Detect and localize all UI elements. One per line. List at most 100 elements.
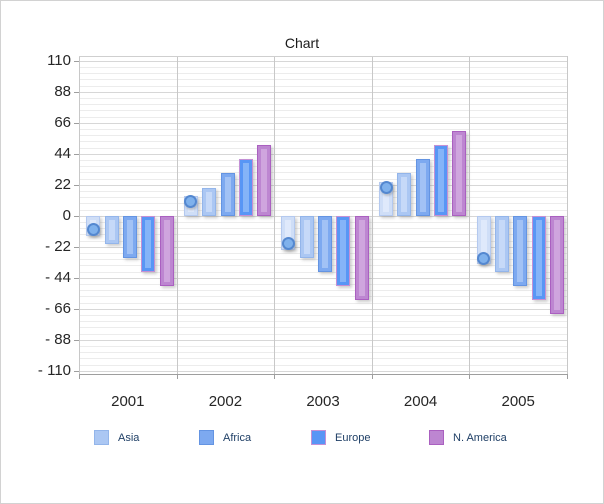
point-marker-2002[interactable]	[184, 195, 198, 209]
x-axis-tick	[176, 374, 178, 379]
bar-africa-2005[interactable]	[513, 215, 528, 287]
bar-highlight	[224, 177, 231, 212]
minor-gridline	[79, 345, 567, 347]
bar-n-america-2005[interactable]	[550, 215, 564, 315]
bar-highlight	[340, 219, 347, 283]
bar-highlight	[285, 219, 292, 246]
bar-n-america-2001[interactable]	[159, 215, 174, 287]
minor-gridline	[79, 296, 567, 298]
minor-gridline	[79, 203, 567, 205]
point-marker-2001[interactable]	[86, 223, 100, 237]
y-axis-tick-label: 88	[54, 82, 71, 100]
bar-asia-2001[interactable]	[104, 215, 119, 244]
bar-highlight	[456, 135, 463, 212]
legend-swatch-asia	[94, 430, 109, 445]
major-gridline	[79, 370, 567, 372]
minor-gridline	[79, 358, 567, 360]
y-axis-tick-label: - 22	[45, 237, 71, 255]
minor-gridline	[79, 110, 567, 112]
major-gridline	[79, 308, 567, 310]
minor-gridline	[79, 327, 567, 329]
bar-highlight	[535, 219, 542, 297]
bar-europe-2004[interactable]	[434, 145, 448, 216]
minor-gridline	[79, 302, 567, 304]
legend-item-europe[interactable]: Europe	[311, 430, 421, 446]
bar-highlight	[322, 219, 329, 269]
point-marker-2004[interactable]	[379, 181, 393, 194]
bar-highlight	[126, 219, 133, 254]
y-axis-tick	[74, 246, 79, 248]
y-axis-tick	[74, 91, 79, 93]
minor-gridline	[79, 116, 567, 118]
legend-swatch-n-america	[429, 430, 444, 445]
minor-gridline	[79, 147, 567, 149]
point-marker-2005[interactable]	[477, 251, 491, 265]
minor-gridline	[79, 73, 567, 75]
bar-africa-2002[interactable]	[220, 173, 235, 216]
bar-highlight	[438, 149, 444, 212]
minor-gridline	[79, 85, 567, 87]
bar-n-america-2003[interactable]	[354, 215, 369, 301]
bar-africa-2001[interactable]	[122, 215, 137, 258]
x-axis-tick-label: 2005	[501, 393, 535, 410]
y-axis-tick-label: 22	[54, 175, 71, 193]
legend-item-africa[interactable]: Africa	[199, 430, 309, 446]
legend-item-asia[interactable]: Asia	[94, 430, 204, 446]
x-axis-tick	[567, 374, 568, 379]
bar-n-america-2002[interactable]	[257, 145, 272, 216]
y-axis-tick-label: 110	[47, 51, 71, 69]
y-axis-tick	[74, 215, 79, 217]
point-marker-2003[interactable]	[281, 237, 295, 251]
y-axis-tick	[74, 277, 79, 279]
minor-gridline	[79, 97, 567, 99]
x-axis-tick-label: 2002	[208, 393, 243, 410]
bar-highlight	[517, 219, 524, 283]
x-axis-tick-label: 2004	[403, 393, 438, 410]
bar-highlight	[206, 191, 213, 212]
category-separator	[176, 56, 178, 374]
legend-label-africa: Africa	[223, 432, 252, 444]
bar-africa-2003[interactable]	[318, 215, 333, 273]
category-separator	[79, 56, 80, 374]
bar-highlight	[261, 149, 268, 212]
x-axis-tick-label: 2001	[111, 393, 145, 410]
minor-gridline	[79, 159, 567, 161]
x-axis-tick	[371, 374, 373, 379]
bar-highlight	[358, 219, 365, 297]
y-axis-tick-label: - 110	[37, 361, 71, 379]
y-axis-tick-label: - 66	[45, 299, 71, 317]
bar-europe-2005[interactable]	[531, 215, 546, 301]
legend-label-europe: Europe	[335, 432, 371, 444]
bar-asia-2004[interactable]	[397, 173, 412, 216]
x-axis-tick-label: 2003	[306, 393, 340, 410]
minor-gridline	[79, 333, 567, 335]
chart-title: Chart	[284, 35, 320, 51]
minor-gridline	[79, 364, 567, 366]
minor-gridline	[79, 190, 567, 192]
legend-item-n-america[interactable]: N. America	[429, 430, 539, 446]
bar-highlight	[498, 219, 505, 269]
bar-n-america-2004[interactable]	[452, 131, 467, 216]
major-gridline	[79, 339, 567, 341]
bar-africa-2004[interactable]	[415, 159, 430, 216]
y-axis-tick-label: 0	[62, 206, 71, 224]
bar-europe-2003[interactable]	[336, 215, 351, 287]
legend-label-n-america: N. America	[453, 432, 507, 444]
bar-highlight	[303, 219, 310, 254]
category-separator	[371, 56, 373, 374]
y-axis-tick	[74, 339, 79, 341]
y-axis-tick	[74, 184, 79, 186]
bar-europe-2001[interactable]	[141, 215, 156, 273]
bar-highlight	[242, 163, 249, 212]
bar-asia-2002[interactable]	[202, 187, 217, 216]
bar-europe-2002[interactable]	[238, 159, 253, 216]
y-axis-tick	[74, 122, 79, 124]
bar-asia-2005[interactable]	[494, 215, 509, 273]
bar-asia-2003[interactable]	[299, 215, 314, 258]
bar-highlight	[401, 177, 408, 212]
y-axis-tick	[74, 308, 79, 310]
y-axis-tick	[74, 370, 79, 372]
